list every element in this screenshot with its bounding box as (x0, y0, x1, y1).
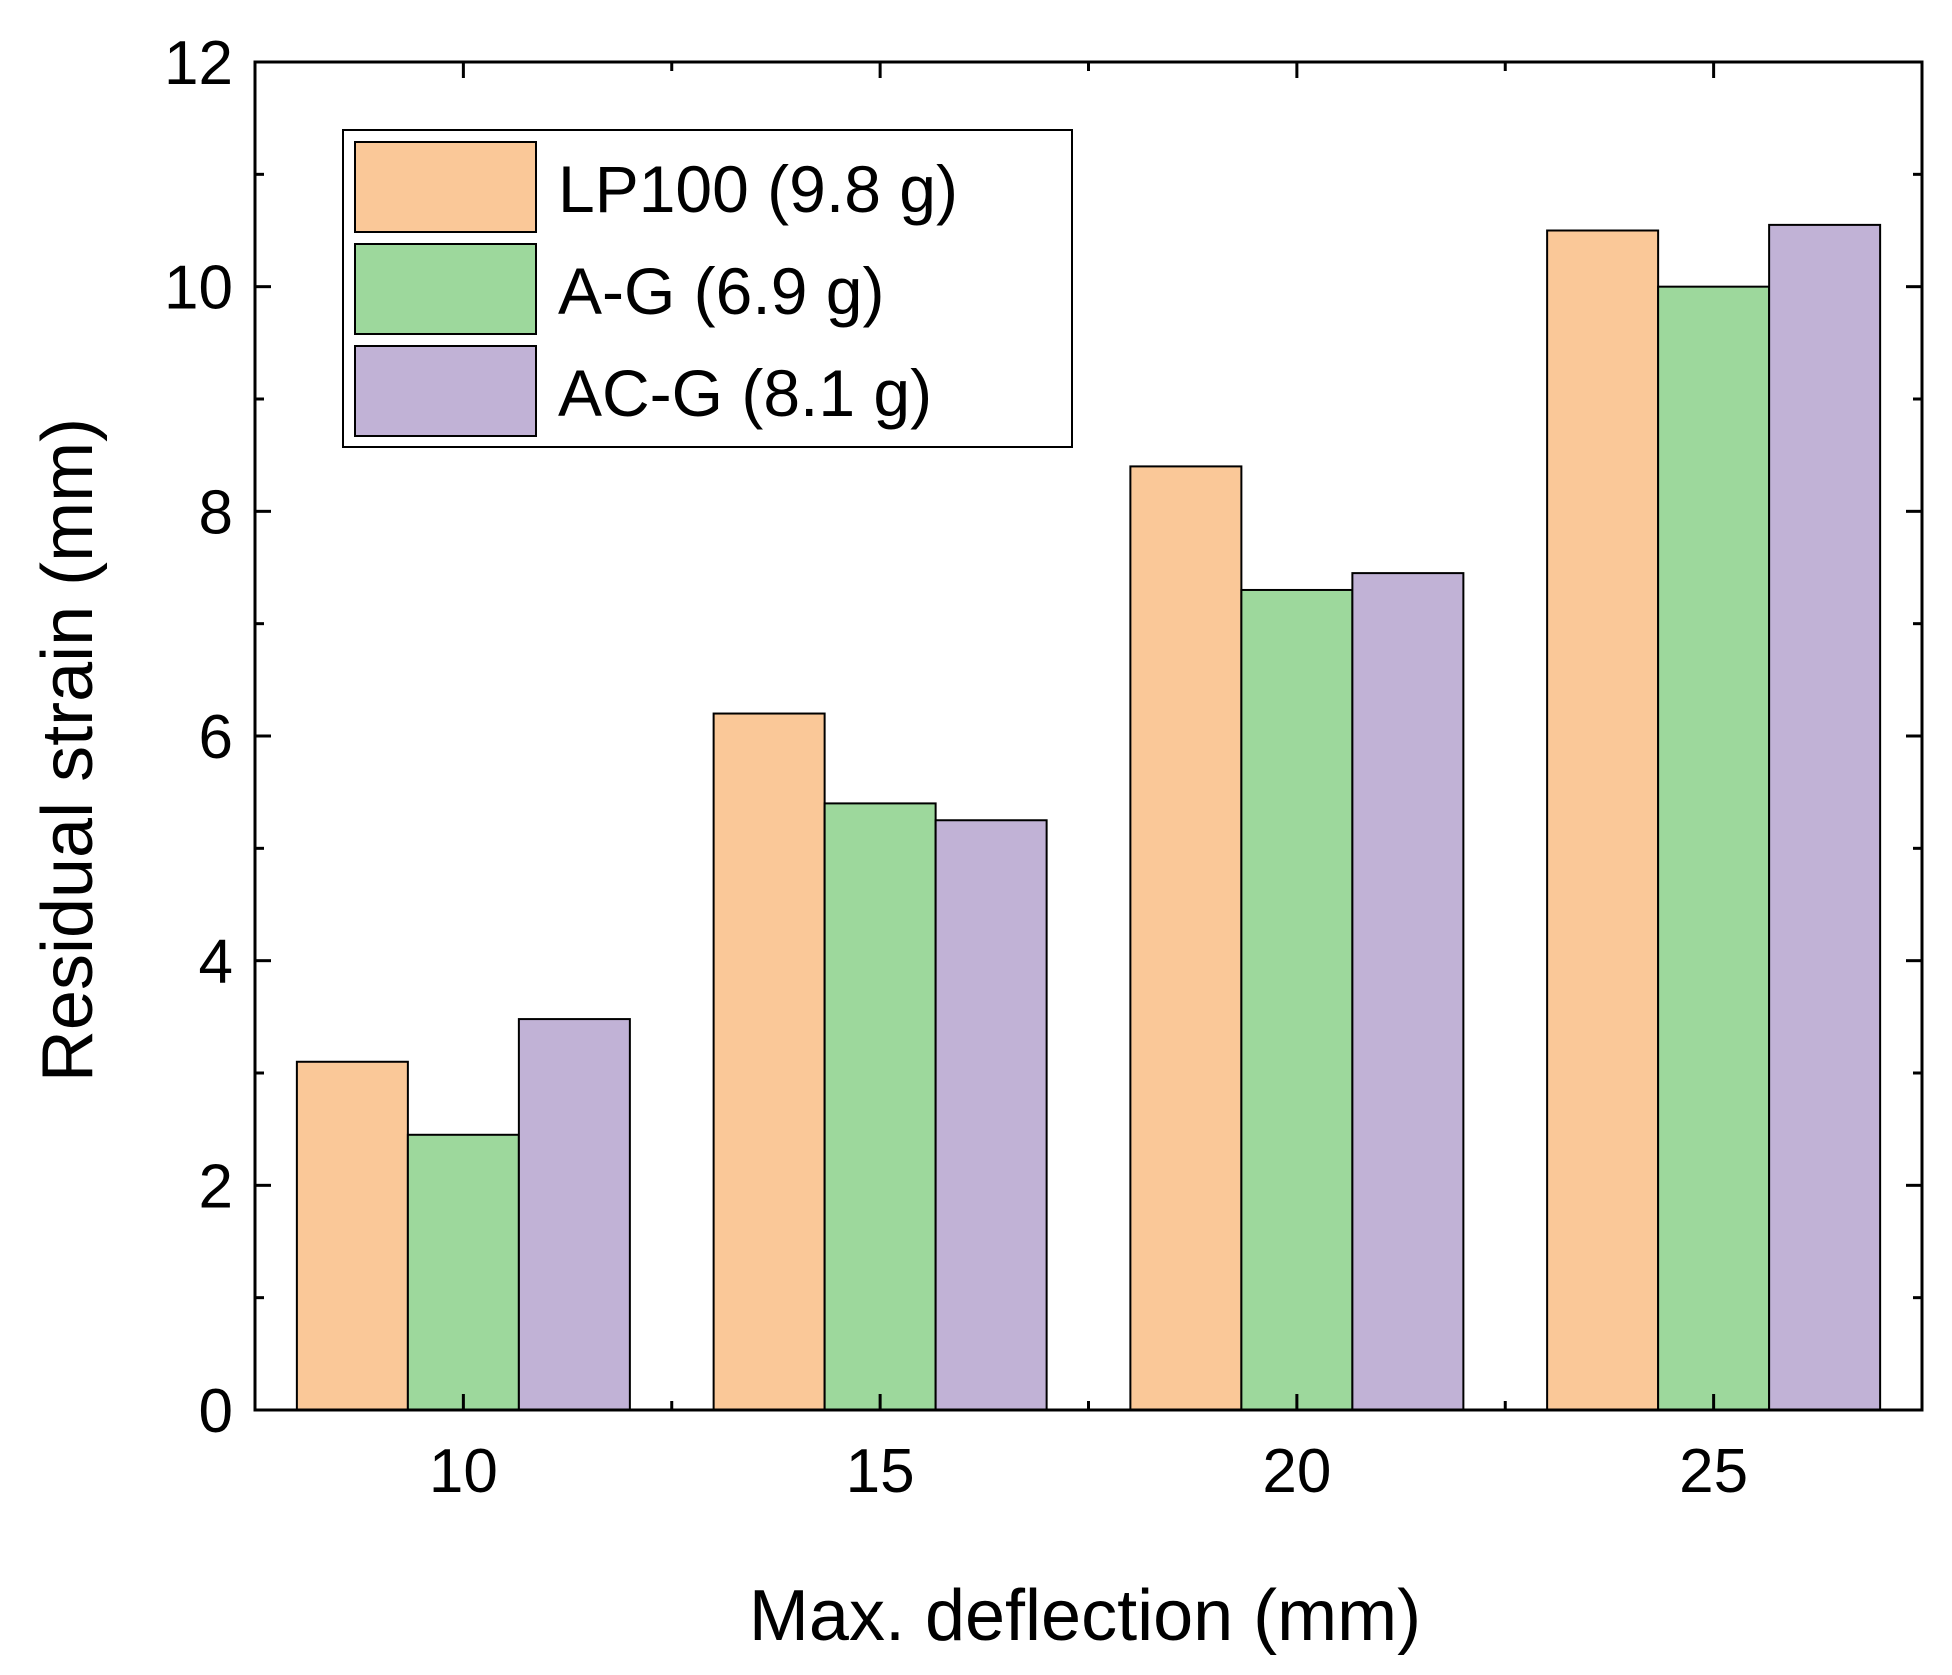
bar-a-g-25 (1657, 285, 1771, 1412)
bars-layer (295, 223, 1882, 1412)
bar-ac-g-10 (517, 1018, 631, 1412)
bar-a-g-15 (823, 802, 937, 1411)
bar-lp100-25 (1546, 229, 1660, 1411)
legend-swatch (354, 141, 537, 233)
x-tick-label: 25 (1679, 1437, 1748, 1506)
bar-ac-g-20 (1351, 572, 1465, 1411)
legend-swatch (354, 243, 537, 335)
y-axis-title: Residual strain (mm) (28, 418, 108, 1082)
y-tick-label: 8 (199, 478, 233, 547)
x-axis-title: Max. deflection (mm) (749, 1576, 1421, 1656)
y-tick-label: 6 (199, 703, 233, 772)
legend-swatch (354, 345, 537, 437)
x-tick-label: 10 (429, 1437, 498, 1506)
y-tick-label: 4 (199, 928, 233, 997)
y-tick-label: 0 (199, 1377, 233, 1446)
legend-label: A-G (6.9 g) (558, 254, 884, 328)
bar-lp100-10 (295, 1060, 409, 1412)
x-tick-label: 20 (1262, 1437, 1331, 1506)
bar-lp100-15 (712, 712, 826, 1411)
bar-a-g-20 (1240, 588, 1354, 1411)
bar-ac-g-15 (934, 819, 1048, 1411)
legend-label: LP100 (9.8 g) (558, 152, 958, 226)
legend-label: AC-G (8.1 g) (558, 356, 932, 430)
bar-ac-g-25 (1768, 223, 1882, 1412)
ticks-layer: 0 2 4 6 8 10 12 10 15 20 25 (164, 29, 1922, 1506)
legend: LP100 (9.8 g) A-G (6.9 g) AC-G (8.1 g) (342, 129, 1073, 448)
y-tick-label: 10 (164, 254, 233, 323)
x-tick-label: 15 (846, 1437, 915, 1506)
y-tick-label: 2 (199, 1152, 233, 1221)
y-tick-label: 12 (164, 29, 233, 98)
bar-a-g-10 (406, 1133, 520, 1411)
bar-lp100-20 (1129, 465, 1243, 1411)
